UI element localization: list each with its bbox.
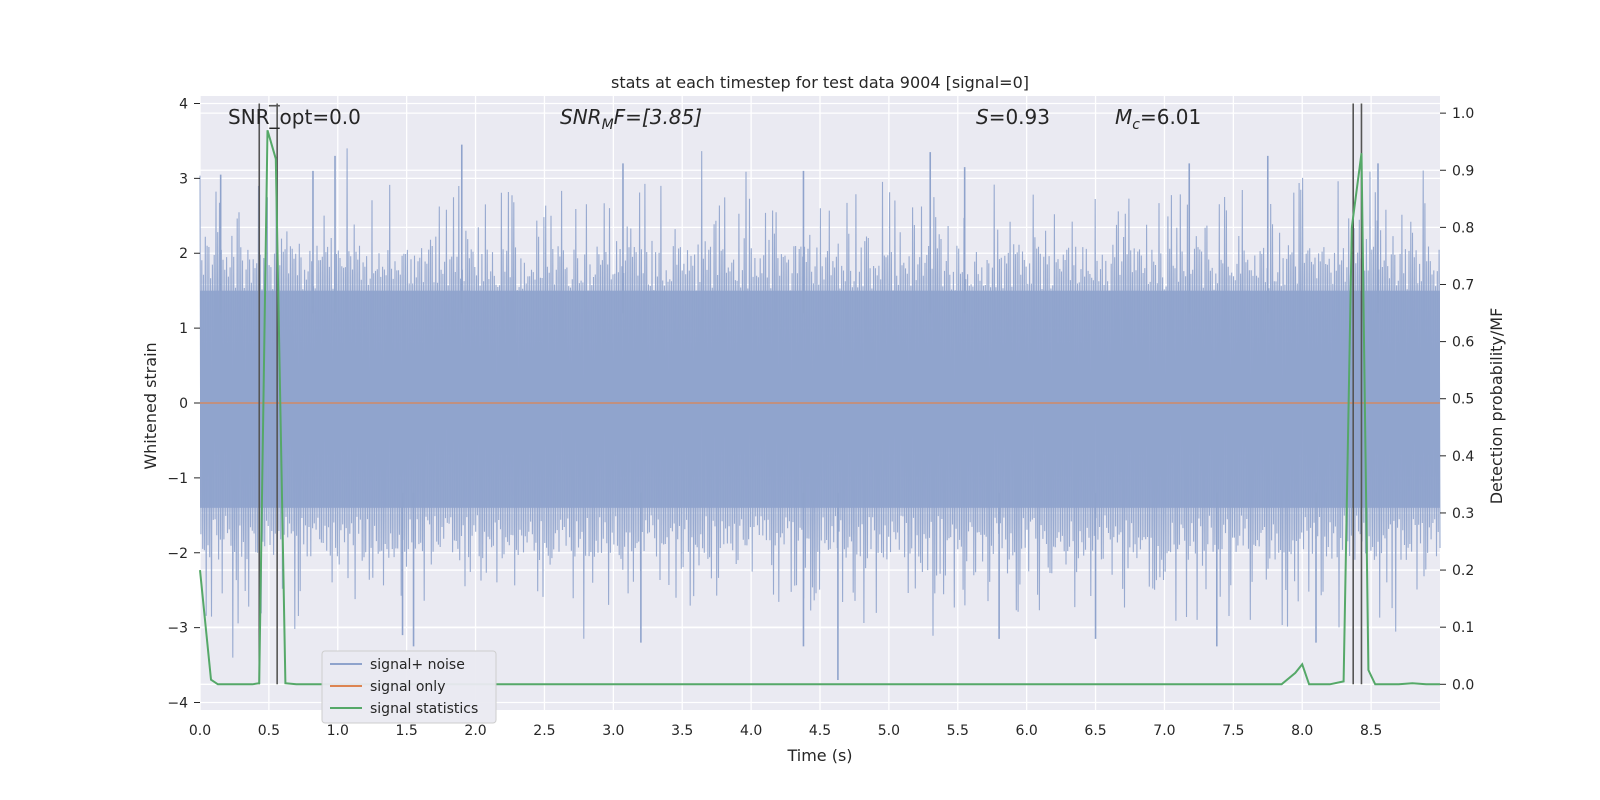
x-tick-label-12: 6.0 bbox=[1016, 723, 1038, 739]
snr-mf-annotation: SNRMF=[3.85] bbox=[560, 105, 702, 133]
mc-symbol: M bbox=[1115, 105, 1132, 129]
x-tick-labels: 0.0 0.5 1.0 1.5 2.0 2.5 3.0 3.5 4.0 4.5 5.0 5.5 6.0 6… bbox=[189, 723, 1382, 739]
noise-series bbox=[199, 144, 1441, 681]
x-tick-label-2: 1.0 bbox=[327, 723, 349, 739]
y2-tick-label-2: 0.8 bbox=[1452, 220, 1474, 236]
x-tick-label-9: 4.5 bbox=[809, 723, 831, 739]
y-tick-label-6: −2 bbox=[167, 546, 188, 562]
mc-sub: c bbox=[1132, 117, 1140, 133]
s-value: =0.93 bbox=[989, 105, 1050, 129]
y-tick-label-2: 2 bbox=[179, 246, 188, 262]
x-tick-label-16: 8.0 bbox=[1291, 723, 1313, 739]
x-tick-label-11: 5.5 bbox=[947, 723, 969, 739]
y2-tick-label-10: 0.0 bbox=[1452, 677, 1474, 693]
snr-mf-base: SNR bbox=[560, 105, 602, 129]
y2-tick-label-3: 0.7 bbox=[1452, 277, 1474, 293]
mc-annotation: Mc=6.01 bbox=[1115, 105, 1201, 133]
y2-tick-label-7: 0.3 bbox=[1452, 506, 1474, 522]
snr-opt-annotation: SNR_opt=0.0 bbox=[228, 105, 361, 129]
y2-tick-label-1: 0.9 bbox=[1452, 163, 1474, 179]
y-tick-label-5: −1 bbox=[167, 471, 188, 487]
mc-value: =6.01 bbox=[1140, 105, 1201, 129]
signal-statistics-line bbox=[199, 130, 1440, 686]
signal-statistics-series bbox=[199, 130, 1440, 686]
x-tick-label-6: 3.0 bbox=[602, 723, 624, 739]
legend: signal+ noise signal only signal statist… bbox=[321, 650, 497, 724]
legend-label-signal-noise: signal+ noise bbox=[370, 657, 465, 673]
x-tick-label-10: 5.0 bbox=[878, 723, 900, 739]
x-axis-label: Time (s) bbox=[786, 746, 852, 765]
x-tick-label-5: 2.5 bbox=[533, 723, 555, 739]
x-tick-label-15: 7.5 bbox=[1222, 723, 1244, 739]
y-tick-label-7: −3 bbox=[167, 621, 188, 637]
y2-tick-label-8: 0.2 bbox=[1452, 563, 1474, 579]
y2-tick-label-4: 0.6 bbox=[1452, 335, 1474, 351]
legend-label-signal-statistics: signal statistics bbox=[370, 701, 478, 717]
y2-tick-label-0: 1.0 bbox=[1452, 106, 1474, 122]
x-tick-label-17: 8.5 bbox=[1360, 723, 1382, 739]
noise-core-band bbox=[200, 290, 1440, 508]
x-tick-label-14: 7.0 bbox=[1153, 723, 1175, 739]
y2-tick-labels: 1.0 0.9 0.8 0.7 0.6 0.5 0.4 0.3 0.2 0.1 0.0 bbox=[1440, 106, 1474, 693]
y-tick-label-4: 0 bbox=[179, 396, 188, 412]
x-tick-label-0: 0.0 bbox=[189, 723, 211, 739]
legend-box bbox=[321, 650, 497, 724]
s-annotation: S=0.93 bbox=[976, 105, 1050, 129]
y2-axis-label: Detection probability/MF bbox=[1487, 308, 1506, 505]
y-axis-label: Whitened strain bbox=[141, 342, 160, 469]
snr-mf-rest: F=[3.85] bbox=[614, 105, 702, 129]
y-tick-label-1: 3 bbox=[179, 171, 188, 187]
snr-mf-sub: M bbox=[602, 117, 614, 133]
y2-tick-label-9: 0.1 bbox=[1452, 620, 1474, 636]
x-tick-label-1: 0.5 bbox=[258, 723, 280, 739]
y-tick-label-8: −4 bbox=[167, 696, 188, 712]
x-tick-label-7: 3.5 bbox=[671, 723, 693, 739]
s-symbol: S bbox=[976, 105, 989, 129]
y2-tick-label-5: 0.5 bbox=[1452, 392, 1474, 408]
x-tick-label-8: 4.0 bbox=[740, 723, 762, 739]
chart-title: stats at each timestep for test data 900… bbox=[611, 73, 1029, 92]
legend-label-signal-only: signal only bbox=[370, 679, 445, 695]
x-tick-label-13: 6.5 bbox=[1084, 723, 1106, 739]
y-tick-label-3: 1 bbox=[179, 321, 188, 337]
y-tick-labels: 4 3 2 1 0 −1 −2 −3 −4 bbox=[167, 96, 200, 712]
x-tick-label-3: 1.5 bbox=[396, 723, 418, 739]
y-tick-label-0: 4 bbox=[179, 96, 188, 112]
x-tick-label-4: 2.0 bbox=[464, 723, 486, 739]
y2-tick-label-6: 0.4 bbox=[1452, 449, 1474, 465]
